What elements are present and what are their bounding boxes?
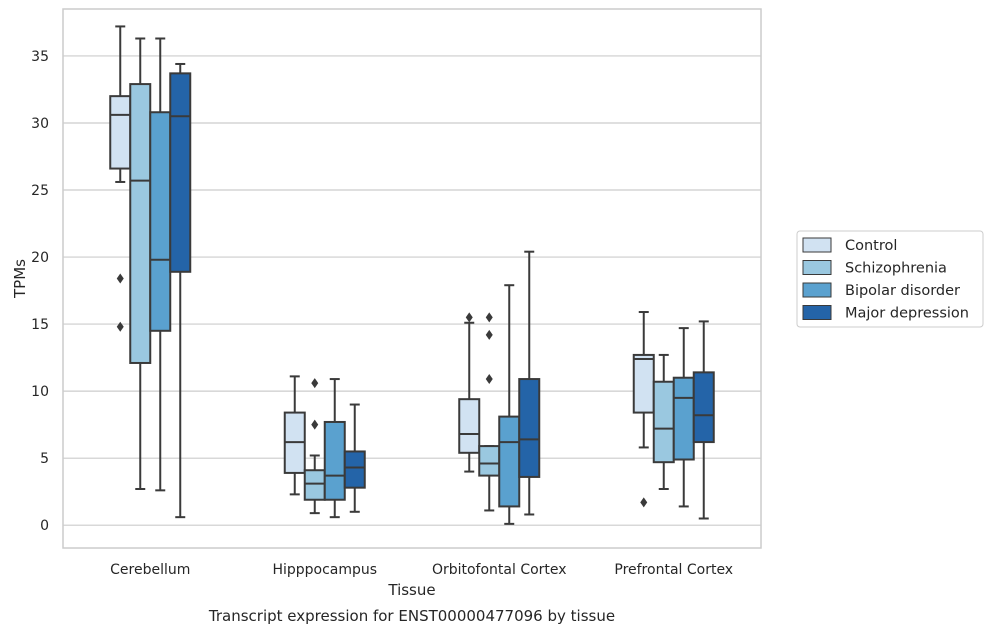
legend-label: Control: [845, 238, 897, 254]
box-body: [303, 469, 326, 501]
box-body: [652, 380, 675, 464]
box-body: [129, 83, 152, 364]
box-control: [283, 375, 306, 496]
x-tick-label: Hipppocampus: [272, 562, 377, 578]
legend-frame: [796, 230, 984, 328]
outlier-point: [640, 497, 648, 508]
legend-swatch: [802, 260, 832, 275]
y-tick-label: 10: [31, 384, 49, 400]
box-major-depression: [692, 320, 715, 520]
box-schizophrenia: [652, 353, 675, 491]
y-tick-label: 30: [31, 116, 49, 132]
box-body: [632, 353, 655, 414]
box-schizophrenia: [129, 37, 152, 491]
box-bipolar-disorder: [672, 327, 695, 508]
box-body: [323, 420, 346, 501]
box-body: [169, 72, 192, 273]
legend: Control Schizophrenia Bipolar disorder Majo…: [796, 230, 984, 328]
outlier-point: [485, 374, 493, 385]
x-tick-label: Cerebellum: [110, 562, 190, 578]
box-control: [109, 25, 132, 332]
box-control: [632, 311, 655, 508]
chart-title: Transcript expression for ENST0000047709…: [208, 607, 615, 625]
box-body: [672, 376, 695, 461]
legend-swatch: [802, 305, 832, 320]
box-schizophrenia: [478, 312, 501, 512]
box-major-depression: [518, 250, 541, 516]
outlier-point: [311, 419, 319, 430]
box-body: [692, 371, 715, 444]
outlier-point: [311, 378, 319, 389]
box-body: [458, 398, 481, 454]
y-tick-label: 5: [40, 451, 49, 467]
box-major-depression: [343, 403, 366, 513]
y-axis-label: TPMs: [11, 259, 29, 299]
box-body: [343, 450, 366, 489]
x-tick-label: Orbitofontal Cortex: [432, 562, 567, 578]
box-body: [518, 378, 541, 478]
legend-swatch: [802, 237, 832, 253]
box-body: [498, 415, 521, 508]
box-control: [458, 312, 481, 473]
box-major-depression: [169, 62, 192, 519]
y-tick-label: 0: [40, 518, 49, 534]
legend-label: Bipolar disorder: [845, 283, 960, 299]
box-schizophrenia: [303, 378, 326, 515]
box-body: [478, 445, 501, 477]
legend-label: Schizophrenia: [845, 261, 947, 277]
plot-frame: [62, 8, 762, 549]
y-tick-label: 15: [31, 317, 49, 333]
box-bipolar-disorder: [323, 378, 346, 519]
y-ticks: 0 5 10 15 20 25 30 35: [31, 49, 49, 534]
y-tick-label: 35: [31, 49, 49, 65]
box-bipolar-disorder: [149, 37, 172, 492]
box-bipolar-disorder: [498, 284, 521, 525]
legend-label: Major depression: [845, 306, 969, 322]
outlier-point: [485, 312, 493, 323]
x-ticks: Cerebellum Hipppocampus Orbitofontal Corte…: [110, 562, 733, 578]
y-tick-label: 20: [31, 250, 49, 266]
outlier-point: [465, 312, 473, 323]
box-body: [149, 111, 172, 332]
x-tick-label: Prefrontal Cortex: [614, 562, 733, 578]
x-axis-label: Tissue: [387, 581, 435, 599]
box-body: [109, 95, 132, 170]
outlier-point: [485, 329, 493, 340]
legend-swatch: [802, 282, 832, 298]
boxes: [109, 25, 715, 525]
outlier-point: [116, 273, 124, 284]
y-tick-label: 25: [31, 183, 49, 199]
outlier-point: [116, 321, 124, 332]
